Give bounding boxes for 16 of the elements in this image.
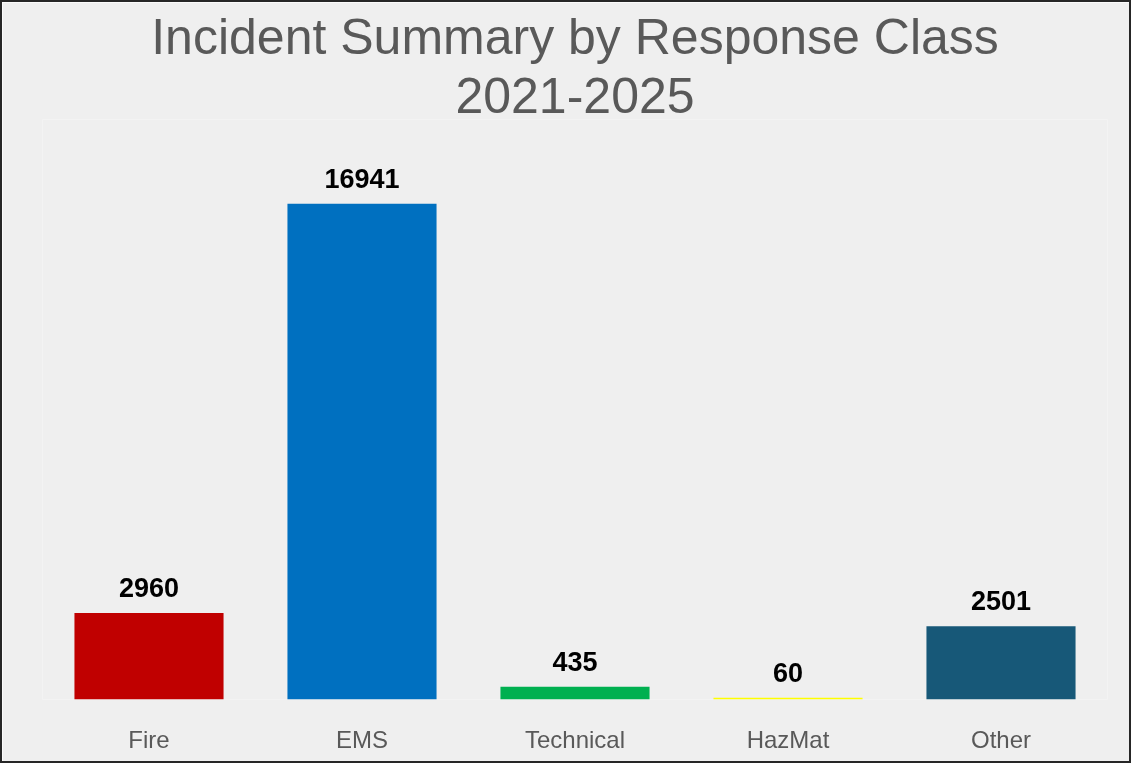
data-label: 60: [772, 657, 804, 688]
data-label: 435: [552, 646, 598, 677]
bar: [500, 686, 650, 700]
bar: [926, 626, 1076, 700]
data-label: 16941: [324, 163, 400, 194]
x-tick-label: EMS: [336, 725, 389, 753]
x-tick-label: Other: [970, 725, 1032, 753]
x-tick-label: Fire: [128, 725, 170, 753]
bar: [74, 612, 224, 700]
bar: [287, 203, 437, 700]
data-label: 2501: [970, 586, 1032, 617]
chart-title: Incident Summary by Response Class: [151, 8, 999, 65]
chart-subtitle: 2021-2025: [455, 67, 695, 124]
data-label: 2960: [118, 572, 180, 603]
x-tick-label: HazMat: [746, 725, 830, 753]
x-tick-label: Technical: [524, 725, 626, 753]
